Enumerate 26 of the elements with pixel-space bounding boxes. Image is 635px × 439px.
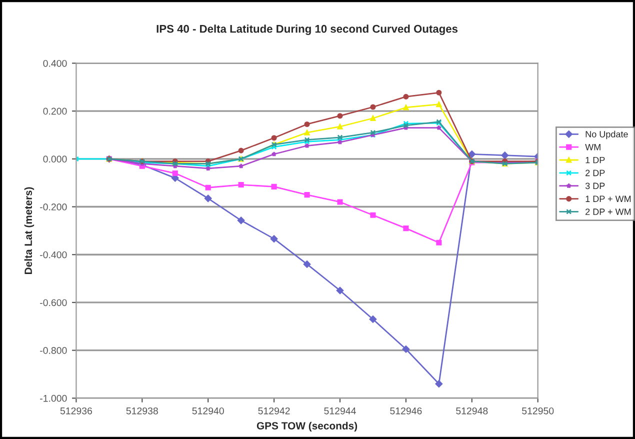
x-tick-label: 512936 (60, 407, 92, 414)
x-tick-label: 512950 (522, 407, 554, 414)
legend-label: 2 DP (586, 170, 605, 176)
legend-label: WM (585, 144, 600, 150)
legend-label: No Update (586, 130, 628, 140)
legend-label: 1 DP + WM (586, 196, 631, 202)
legend-label: 2 DP + WM (586, 208, 631, 215)
x-tick-label: 512942 (258, 407, 290, 414)
y-tick-label: 0.400 (43, 60, 67, 67)
x-tick-label: 512944 (324, 407, 356, 414)
y-tick-label: -0.400 (40, 251, 67, 258)
y-tick-label: 0.200 (43, 108, 67, 115)
legend-label: 1 DP (586, 156, 605, 164)
x-axis-title: GPS TOW (seconds) (256, 422, 358, 432)
x-tick-label: 512948 (456, 407, 488, 414)
legend-label: 3 DP (585, 182, 605, 190)
y-tick-label: -0.600 (40, 299, 67, 306)
x-tick-label: 512940 (192, 407, 224, 414)
chart-title: IPS 40 - Delta Latitude During 10 second Curved Outages (156, 24, 458, 36)
y-tick-label: -0.800 (40, 347, 67, 354)
y-tick-label: -1.000 (40, 394, 67, 402)
y-axis-title: Delta Lat (meters) (24, 187, 34, 274)
x-tick-label: 512938 (126, 407, 158, 414)
y-tick-label: -0.200 (40, 204, 67, 210)
x-tick-label: 512946 (390, 407, 422, 414)
y-tick-label: 0.000 (43, 156, 67, 163)
